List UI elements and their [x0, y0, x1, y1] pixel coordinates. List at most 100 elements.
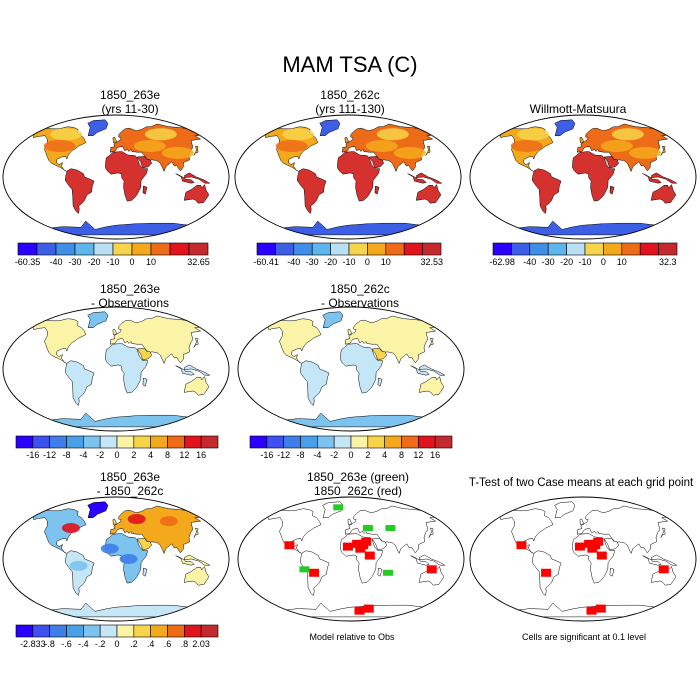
colorbar-label: -4: [313, 450, 322, 460]
continent-arabia: [368, 156, 384, 169]
colorbar-label: -2: [330, 450, 339, 460]
shading-region: [611, 128, 644, 141]
map-panel-8: [467, 494, 699, 624]
continent-eurasia: [576, 505, 671, 555]
continent-uk: [347, 328, 352, 335]
colorbar-swatch: [367, 242, 387, 256]
colorbar-swatch: [99, 624, 118, 638]
colorbar-swatch: [167, 624, 185, 638]
colorbar-swatch: [639, 242, 659, 256]
shading-region: [50, 128, 83, 141]
colorbar-swatch: [150, 435, 168, 449]
colorbar-swatch: [49, 435, 67, 449]
panel-title-4: 1850_263e - Observations: [10, 282, 250, 310]
continent-northAmerica: [32, 318, 87, 364]
continent-madagascar: [609, 185, 615, 195]
map-panel-1: [0, 112, 232, 242]
continent-indonesia: [407, 172, 443, 184]
colorbar-label: -12: [277, 450, 291, 460]
colorbar-swatch: [547, 242, 567, 256]
continent-uk: [112, 518, 117, 525]
continent-japan: [660, 527, 666, 538]
panel-title-5-line-2: - Observations: [320, 296, 400, 310]
colorbar-label: -4: [79, 450, 88, 460]
colorbar-label: 4: [148, 450, 154, 460]
significant-cell: [299, 566, 310, 573]
continent-arabia: [603, 538, 619, 551]
map-border: [234, 114, 462, 240]
continent-antarctica: [498, 602, 668, 618]
significant-cell: [541, 568, 552, 577]
colorbar-label: 12: [413, 450, 424, 460]
colorbar-label: -.4: [78, 639, 89, 649]
significant-cell: [355, 544, 366, 553]
colorbar-swatch: [36, 242, 57, 256]
colorbar-swatch: [418, 435, 436, 449]
colorbar-swatch: [184, 435, 202, 449]
colorbar-swatch: [311, 242, 331, 256]
panel-title-7-line-1: 1850_263e (green): [306, 470, 410, 484]
continent-madagascar: [374, 185, 380, 195]
map-panel-3: [467, 112, 699, 242]
colorbar-label: -10: [578, 257, 592, 267]
colorbar-swatch: [49, 624, 67, 638]
colorbar-swatch: [200, 624, 219, 638]
colorbar-swatch: [266, 435, 284, 449]
map-panel-2: [232, 112, 464, 242]
continent-northAmerica: [267, 508, 322, 554]
colorbar-label: 0: [364, 257, 370, 267]
significant-cell: [516, 541, 527, 550]
colorbar-swatch: [15, 435, 34, 449]
shading-region: [628, 146, 661, 159]
colorbar-1: -60.35 -40 -30 -20 -10 0 10 32.65: [15, 242, 210, 267]
panel-title-7-line-2: 1850_262c (red): [313, 484, 403, 498]
colorbar-2: -60.41 -40 -30 -20 -10 0 10 32.53: [253, 242, 443, 267]
map-panel-4: [0, 304, 232, 434]
significant-cell: [284, 541, 295, 550]
continent-southAmerica: [296, 168, 327, 214]
continent-antarctica: [266, 412, 436, 428]
colorbar-swatch: [66, 435, 84, 449]
colorbar-swatch: [603, 242, 623, 256]
colorbar-swatch: [74, 242, 95, 256]
colorbar-swatch: [367, 435, 385, 449]
map-border: [237, 496, 465, 622]
continent-southAmerica: [64, 360, 95, 406]
shading-region: [127, 514, 146, 525]
colorbar-swatch: [17, 242, 38, 256]
shading-region: [161, 146, 194, 159]
continent-africa: [105, 151, 149, 202]
continent-antarctica: [31, 412, 201, 428]
colorbar-swatch: [188, 242, 209, 256]
note-model-relative: Model relative to Obs: [309, 632, 395, 642]
shading-region: [376, 128, 409, 141]
shading-region: [144, 128, 177, 141]
continent-northAmerica: [32, 508, 87, 554]
continent-uk: [344, 136, 349, 143]
shading-region: [61, 523, 80, 533]
colorbar-label: -30: [541, 257, 555, 267]
significant-cell: [333, 504, 344, 511]
colorbar-swatch: [385, 242, 405, 256]
continent-arabia: [371, 348, 387, 361]
continent-australia: [418, 376, 445, 396]
continent-greenland: [87, 119, 109, 136]
map-border: [237, 306, 465, 432]
map-border: [2, 306, 230, 432]
colorbar-swatch: [249, 435, 268, 449]
continent-greenland: [554, 501, 576, 518]
colorbar-swatch: [658, 242, 678, 256]
significant-cell: [385, 525, 396, 531]
colorbar-label: 8: [164, 450, 171, 460]
colorbar-label: -10: [342, 257, 356, 267]
colorbar-label: 2: [131, 450, 137, 460]
continent-uk: [579, 518, 584, 525]
map-border: [469, 496, 697, 622]
panel-title-2-line-1: 1850_262c: [320, 88, 380, 102]
continent-australia: [650, 184, 677, 204]
continent-indonesia: [410, 364, 446, 376]
significant-cell: [364, 551, 375, 560]
colorbar-swatch: [384, 435, 402, 449]
colorbar-label: -20: [560, 257, 574, 267]
continent-australia: [183, 566, 210, 586]
